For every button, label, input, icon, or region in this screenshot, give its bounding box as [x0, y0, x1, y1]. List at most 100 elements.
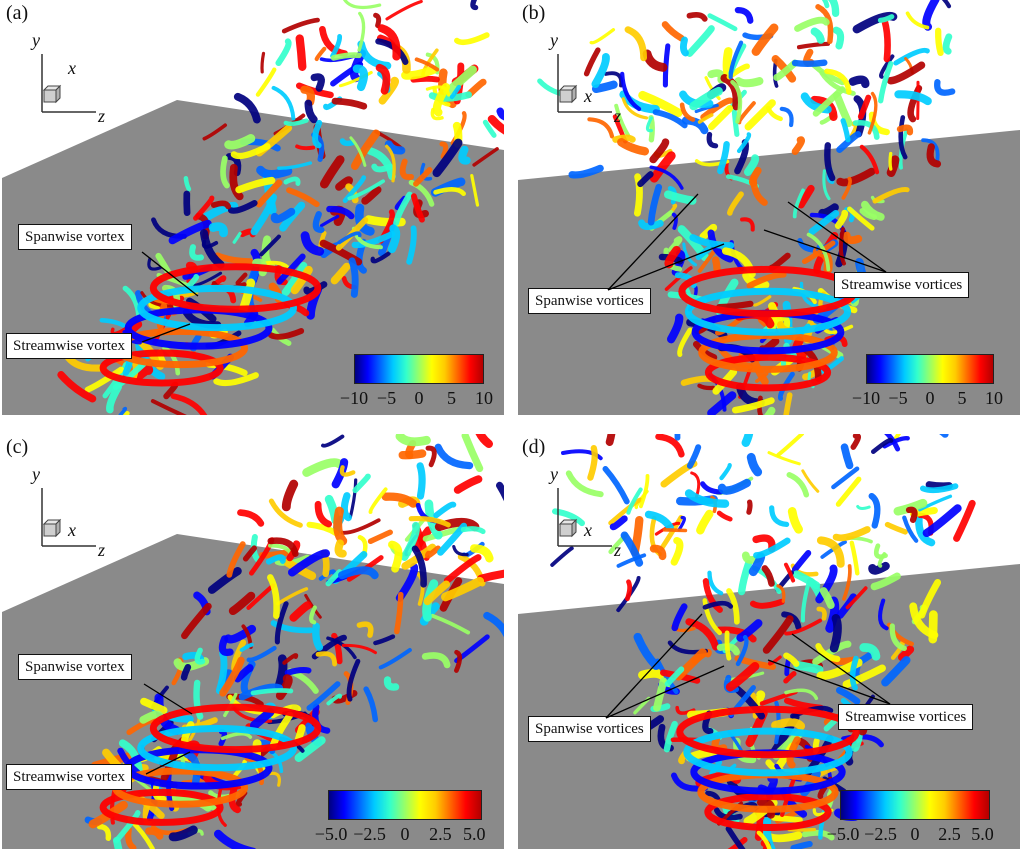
vortex-tube: [712, 368, 738, 395]
vortex-tube: [740, 217, 755, 232]
vortex-tube: [309, 605, 317, 625]
vortex-tube: [737, 559, 753, 596]
vortex-tube: [849, 655, 859, 691]
vortex-tube: [441, 576, 485, 602]
vortex-tube: [604, 71, 624, 88]
vortex-tube: [140, 697, 168, 715]
vortex-tube: [470, 0, 479, 11]
vortex-tube: [84, 366, 125, 393]
vortex-tube: [385, 0, 423, 21]
vortex-tube: [918, 494, 953, 512]
vortex-tube: [668, 236, 683, 253]
vortex-tube: [726, 588, 740, 625]
vortex-tube: [724, 630, 732, 661]
vortex-tube: [220, 732, 253, 741]
annotation-streamwise: Streamwise vortex: [6, 764, 133, 790]
vortex-tube: [228, 200, 258, 214]
vortex-tube: [877, 14, 895, 23]
vortex-tube: [432, 138, 463, 178]
vortex-tube: [470, 174, 480, 207]
vortex-tube: [649, 138, 670, 164]
vortex-tube: [434, 443, 474, 470]
vortex-visualization: [518, 434, 1020, 849]
panel-label: (b): [522, 2, 546, 24]
vortex-tube: [797, 184, 815, 209]
vortex-tube: [847, 206, 875, 231]
vortex-tube: [677, 327, 693, 357]
vortex-tube: [388, 540, 403, 573]
vortex-tube: [824, 68, 852, 95]
vortex-tube: [310, 73, 325, 92]
vortex-tube: [591, 52, 610, 89]
vortex-tube: [250, 688, 294, 696]
vortex-tube: [859, 144, 880, 175]
vortex-tube: [286, 187, 320, 208]
vortex-tube: [398, 449, 427, 460]
vortex-tube: [764, 406, 776, 415]
vortex-tube: [139, 710, 164, 724]
vortex-tube: [602, 466, 630, 505]
vortex-tube: [848, 75, 870, 89]
axis-triad-icon: [557, 54, 612, 113]
vortex-tube: [638, 90, 683, 118]
vortex-tube: [905, 11, 930, 30]
vortex-tube: [793, 660, 824, 674]
ring-vortex: [704, 353, 832, 392]
vortex-tube: [421, 652, 451, 669]
vortex-tube: [341, 643, 377, 655]
vortex-tube: [219, 656, 245, 697]
vortex-tube: [689, 86, 723, 111]
colorbar-tick: 5.0: [971, 824, 994, 844]
vortex-tube: [454, 32, 490, 46]
vortex-tube: [282, 653, 299, 665]
vortex-tube: [828, 0, 840, 18]
vortex-tube: [679, 102, 696, 122]
vortex-tube: [375, 63, 391, 95]
vortex-tube: [812, 86, 846, 117]
vortex-tube: [811, 62, 846, 86]
vortex-tube: [699, 223, 718, 241]
ring-vortex: [676, 705, 860, 759]
vortex-tube: [649, 544, 667, 561]
vortex-tube: [482, 119, 497, 138]
vortex-tube: [743, 154, 760, 176]
vortex-tube: [416, 462, 426, 500]
ring-vortex: [149, 703, 322, 754]
vortex-tube: [411, 545, 427, 588]
vortex-tube: [644, 510, 674, 532]
vortex-tube: [338, 70, 373, 88]
vortex-tube: [352, 64, 369, 92]
vortex-tube: [325, 569, 343, 587]
vortex-tube: [663, 720, 678, 753]
vortex-tube: [373, 634, 396, 646]
vortex-tube: [357, 11, 366, 52]
vortex-tube: [228, 591, 256, 616]
axis-y-label: y: [32, 464, 40, 484]
vortex-tube: [626, 487, 643, 515]
vortex-tube: [663, 190, 697, 205]
vortex-tube: [815, 4, 834, 45]
vortex-tube: [410, 193, 425, 223]
vortex-tube: [621, 97, 649, 120]
vortex-tube: [776, 584, 786, 603]
vortex-tube: [249, 707, 275, 730]
vortex-tube: [193, 195, 215, 221]
vortex-tube: [460, 526, 486, 535]
vortex-tube: [326, 693, 343, 706]
vortex-tube: [477, 569, 504, 583]
axis-y-label: y: [550, 464, 558, 484]
vortex-tube: [395, 434, 431, 447]
vortex-tube: [686, 444, 702, 469]
vortex-tube: [199, 229, 225, 269]
vortex-tube: [302, 458, 344, 477]
vortex-tube: [609, 515, 628, 531]
vortex-tube: [707, 13, 738, 32]
vortex-tube: [732, 397, 775, 414]
vortex-tube: [733, 685, 766, 720]
vortex-tube: [686, 25, 715, 57]
vortex-tube: [443, 554, 482, 584]
vortex-tube: [268, 543, 293, 555]
vortex-tube: [331, 97, 368, 110]
vortex-tube: [784, 618, 822, 636]
vortex-tube: [801, 469, 820, 493]
